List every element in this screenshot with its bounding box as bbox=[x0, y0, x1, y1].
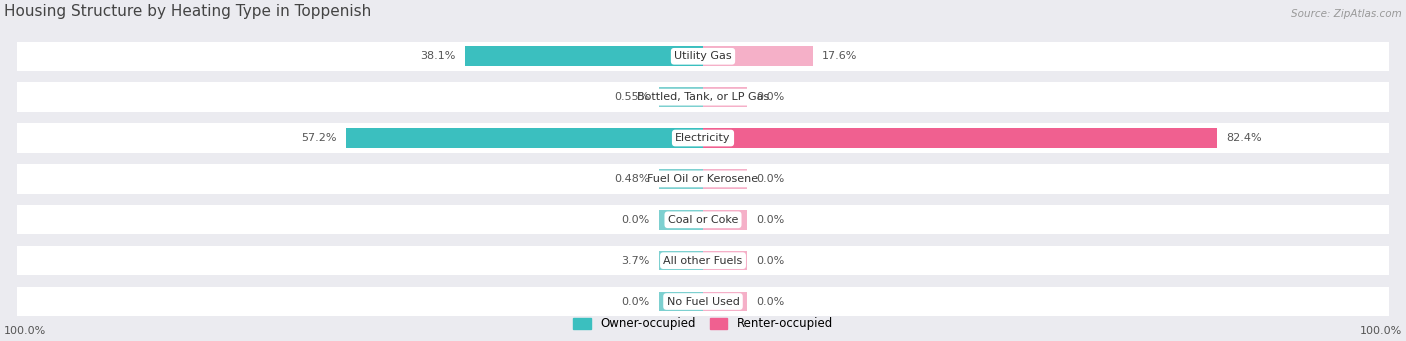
Text: 0.0%: 0.0% bbox=[621, 215, 650, 225]
Text: 0.48%: 0.48% bbox=[614, 174, 650, 184]
Bar bbox=[659, 210, 703, 229]
Text: 17.6%: 17.6% bbox=[823, 51, 858, 61]
Text: 0.0%: 0.0% bbox=[756, 174, 785, 184]
Bar bbox=[17, 83, 1389, 112]
Bar bbox=[17, 205, 1389, 235]
Bar bbox=[703, 292, 747, 311]
Text: Fuel Oil or Kerosene: Fuel Oil or Kerosene bbox=[647, 174, 759, 184]
Bar bbox=[659, 292, 703, 311]
Bar bbox=[659, 87, 703, 107]
Text: Electricity: Electricity bbox=[675, 133, 731, 143]
Bar bbox=[17, 164, 1389, 194]
Text: Coal or Coke: Coal or Coke bbox=[668, 215, 738, 225]
Text: 100.0%: 100.0% bbox=[1360, 326, 1402, 336]
Text: 0.0%: 0.0% bbox=[756, 215, 785, 225]
Text: Source: ZipAtlas.com: Source: ZipAtlas.com bbox=[1291, 9, 1402, 19]
Text: 0.0%: 0.0% bbox=[756, 256, 785, 266]
Bar bbox=[17, 287, 1389, 316]
Text: 0.0%: 0.0% bbox=[756, 297, 785, 307]
Text: 82.4%: 82.4% bbox=[1226, 133, 1263, 143]
Text: 0.55%: 0.55% bbox=[614, 92, 650, 102]
Text: Utility Gas: Utility Gas bbox=[675, 51, 731, 61]
Bar bbox=[703, 251, 747, 270]
Bar bbox=[659, 169, 703, 189]
Text: 57.2%: 57.2% bbox=[301, 133, 336, 143]
Bar bbox=[703, 87, 747, 107]
Text: 100.0%: 100.0% bbox=[4, 326, 46, 336]
Bar bbox=[465, 46, 703, 66]
Text: 0.0%: 0.0% bbox=[756, 92, 785, 102]
Bar bbox=[703, 169, 747, 189]
Bar bbox=[17, 246, 1389, 276]
Text: 0.0%: 0.0% bbox=[621, 297, 650, 307]
Bar bbox=[346, 128, 703, 148]
Text: All other Fuels: All other Fuels bbox=[664, 256, 742, 266]
Bar bbox=[703, 128, 1218, 148]
Text: Bottled, Tank, or LP Gas: Bottled, Tank, or LP Gas bbox=[637, 92, 769, 102]
Bar bbox=[17, 123, 1389, 153]
Legend: Owner-occupied, Renter-occupied: Owner-occupied, Renter-occupied bbox=[572, 317, 834, 330]
Bar bbox=[703, 210, 747, 229]
Text: No Fuel Used: No Fuel Used bbox=[666, 297, 740, 307]
Text: Housing Structure by Heating Type in Toppenish: Housing Structure by Heating Type in Top… bbox=[4, 4, 371, 19]
Bar bbox=[703, 46, 813, 66]
Text: 3.7%: 3.7% bbox=[621, 256, 650, 266]
Bar bbox=[659, 251, 703, 270]
Bar bbox=[17, 42, 1389, 71]
Text: 38.1%: 38.1% bbox=[420, 51, 456, 61]
